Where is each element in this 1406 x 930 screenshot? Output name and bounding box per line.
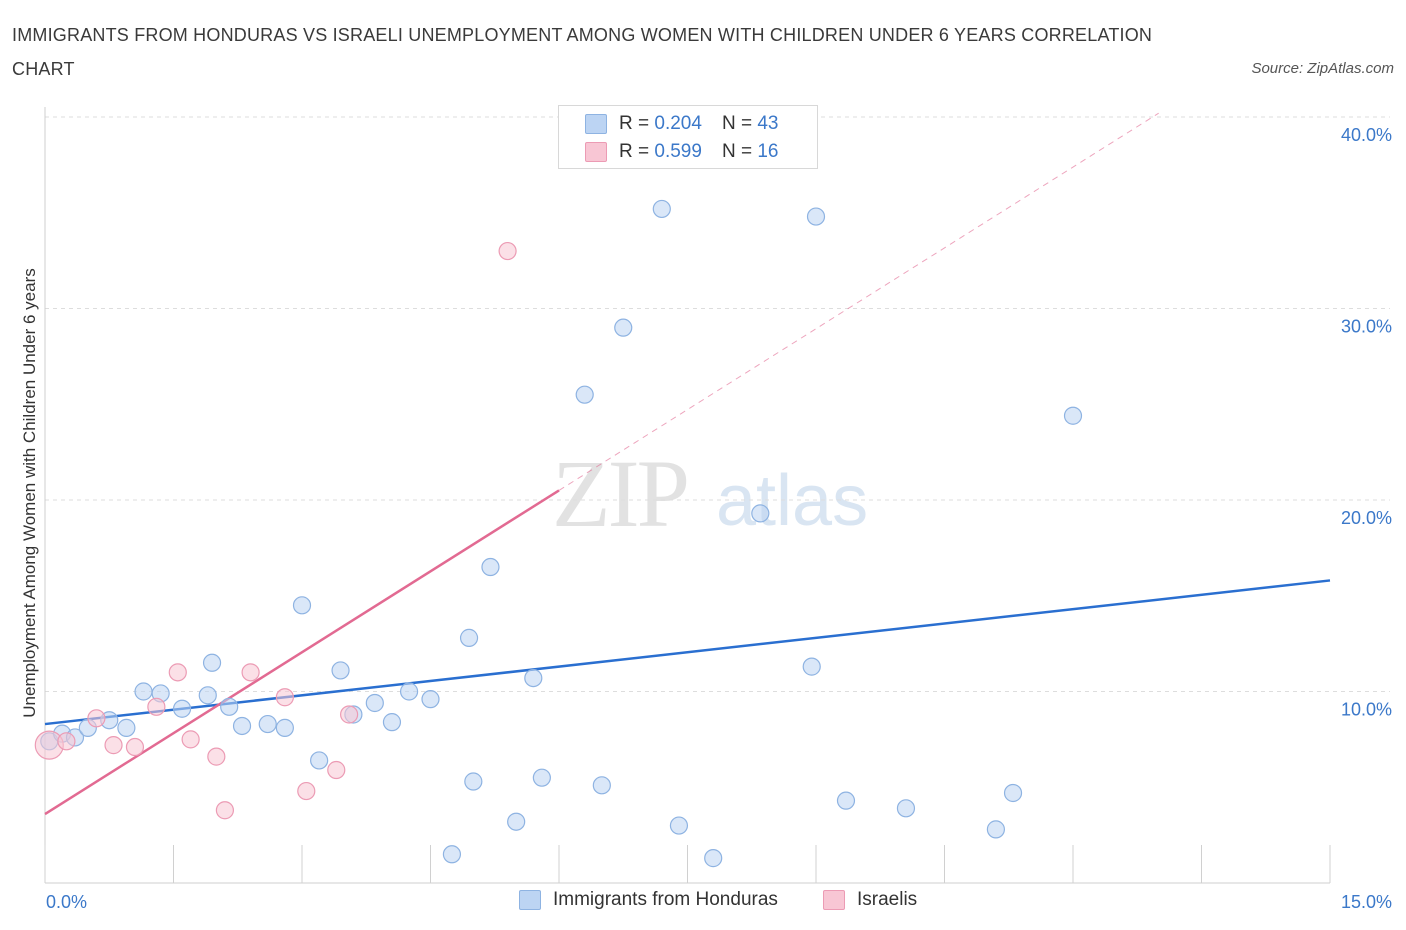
israelis-point <box>168 663 187 682</box>
honduras-point <box>198 686 217 705</box>
honduras-point <box>507 812 526 831</box>
y-tick-label: 10.0% <box>1341 700 1392 720</box>
trend-lines <box>44 112 1331 816</box>
r-label: R = <box>619 113 650 134</box>
y-tick-label: 30.0% <box>1341 317 1392 337</box>
honduras-point <box>399 682 419 701</box>
israelis-trend-line <box>44 489 560 816</box>
honduras-point <box>134 682 153 701</box>
honduras-point <box>382 713 402 732</box>
n-label: N = <box>721 141 753 162</box>
israelis-point <box>87 709 106 728</box>
honduras-point <box>669 816 689 835</box>
y-tick-label: 20.0% <box>1341 508 1392 528</box>
axes <box>44 107 1331 884</box>
legend-item-israelis: Israelis <box>823 889 917 911</box>
israelis-point <box>57 732 76 751</box>
israelis-point <box>297 781 316 801</box>
data-points <box>34 199 1083 868</box>
honduras-point <box>896 799 916 818</box>
honduras-point <box>172 699 192 718</box>
x-tick-label: 15.0% <box>1341 892 1392 912</box>
series-legend: Immigrants from Honduras Israelis <box>0 889 1406 917</box>
honduras-point <box>292 596 312 615</box>
honduras-point <box>802 657 821 676</box>
israelis-point <box>181 730 200 749</box>
honduras-point <box>1003 783 1023 803</box>
honduras-point <box>459 628 479 647</box>
honduras-swatch <box>519 890 541 910</box>
honduras-point <box>442 845 462 864</box>
israelis-point <box>215 801 234 820</box>
honduras-point <box>524 668 543 688</box>
honduras-point <box>464 772 483 791</box>
stats-legend: R = 0.204 N = 43 R = 0.599 N = 16 <box>558 105 818 169</box>
y-tick-label: 40.0% <box>1341 125 1392 145</box>
honduras-point <box>258 714 277 734</box>
n-value: 43 <box>757 113 779 134</box>
israelis-swatch <box>823 890 845 910</box>
honduras-point <box>481 557 500 577</box>
stats-row-honduras: R = 0.204 N = 43 <box>585 112 778 136</box>
source-label: Source: ZipAtlas.com <box>1251 60 1394 77</box>
honduras-point <box>421 690 440 709</box>
israelis-point <box>147 697 166 716</box>
legend-label: Israelis <box>857 889 918 910</box>
honduras-point <box>652 199 671 219</box>
israelis-trend-extension <box>558 112 1159 491</box>
r-label: R = <box>619 141 650 162</box>
honduras-point <box>220 697 239 716</box>
israelis-point <box>241 663 260 682</box>
x-tick-label: 0.0% <box>46 892 87 912</box>
honduras-point <box>836 791 856 810</box>
honduras-point <box>806 207 826 226</box>
honduras-point <box>575 385 594 404</box>
israelis-point <box>275 688 294 707</box>
honduras-point <box>986 820 1006 839</box>
israelis-point <box>498 241 517 261</box>
honduras-point <box>117 718 136 737</box>
honduras-point <box>331 661 350 680</box>
honduras-point <box>592 776 611 795</box>
y-axis-title: Unemployment Among Women with Children U… <box>20 268 39 717</box>
watermark-atlas: atlas <box>716 461 869 541</box>
israelis-point <box>207 747 226 766</box>
honduras-swatch <box>585 114 607 134</box>
grid-lines <box>45 116 1390 692</box>
legend-item-honduras: Immigrants from Honduras <box>519 889 778 911</box>
chart-title: IMMIGRANTS FROM HONDURAS VS ISRAELI UNEM… <box>12 25 1153 79</box>
n-label: N = <box>721 113 753 134</box>
honduras-trend-line <box>44 579 1331 726</box>
israelis-point <box>327 760 346 780</box>
honduras-point <box>1063 406 1083 425</box>
tick-labels: 10.0% 20.0% 30.0% 40.0% 0.0% 15.0% <box>46 125 1392 912</box>
honduras-point <box>365 693 384 713</box>
honduras-point <box>532 768 551 787</box>
israelis-point <box>340 705 359 724</box>
honduras-point <box>310 751 329 770</box>
honduras-point <box>232 716 252 736</box>
r-value: 0.599 <box>654 141 702 162</box>
honduras-point <box>202 653 222 672</box>
honduras-point <box>275 718 294 737</box>
n-value: 16 <box>757 141 779 162</box>
stats-row-israelis: R = 0.599 N = 16 <box>585 140 778 164</box>
r-value: 0.204 <box>654 113 702 134</box>
israelis-swatch <box>585 142 607 162</box>
israelis-point <box>125 737 145 757</box>
watermark-zip: ZIP <box>552 440 690 547</box>
legend-label: Immigrants from Honduras <box>553 889 778 910</box>
israelis-point <box>104 736 123 755</box>
honduras-point <box>704 849 723 868</box>
honduras-point <box>614 318 633 337</box>
honduras-point <box>751 504 770 523</box>
